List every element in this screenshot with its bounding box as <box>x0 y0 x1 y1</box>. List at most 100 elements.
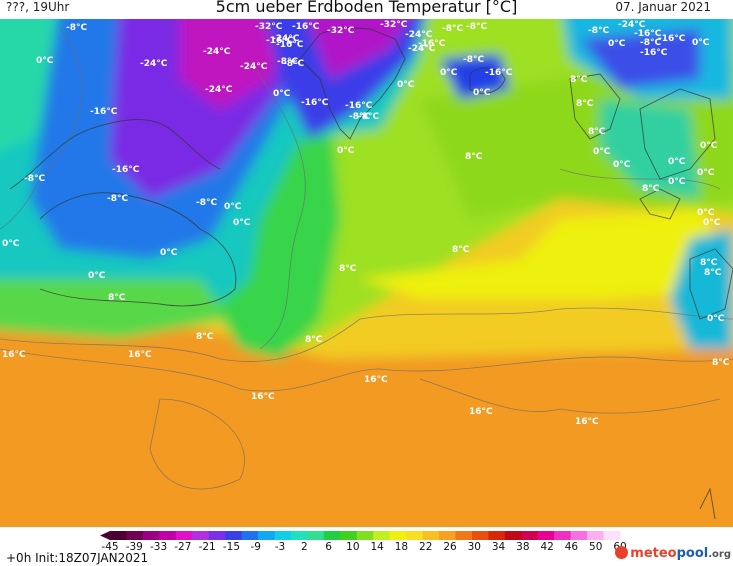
temp-label: 0°C <box>36 56 54 66</box>
temp-label: 8°C <box>712 358 730 368</box>
temp-label: -16°C <box>276 40 304 50</box>
colorbar-tick-label: -45 <box>101 541 119 553</box>
meteopool-logo[interactable]: meteopool.org <box>615 546 731 561</box>
temp-label: -8°C <box>24 174 45 184</box>
colorbar-tick-label: 50 <box>589 541 603 553</box>
temp-label: -16°C <box>418 39 446 49</box>
colorbar-cap <box>100 531 110 540</box>
colorbar-ticks: -45 -39 -33 -27 -21 -15 -9 -3 2 6 10 14 18 22 26 30 34 38… <box>100 541 630 555</box>
temp-label: -8°C <box>463 55 484 65</box>
temp-label: -24°C <box>240 62 268 72</box>
colorbar-swatch <box>225 531 243 540</box>
temp-label: 0°C <box>697 208 715 218</box>
colorbar-swatch <box>521 531 539 540</box>
temp-label: -16°C <box>266 36 294 46</box>
temp-label: 8°C <box>570 75 588 85</box>
temp-label: 0°C <box>700 141 718 151</box>
temp-label: 16°C <box>469 407 493 417</box>
colorbar-swatch <box>389 531 407 540</box>
temp-label: 0°C <box>703 218 721 228</box>
colorbar-tick-label: 10 <box>346 541 360 553</box>
temp-label: -16°C <box>640 48 668 58</box>
temp-label: 0°C <box>707 314 725 324</box>
colorbar-swatch <box>340 531 358 540</box>
colorbar-tick-label: 14 <box>370 541 384 553</box>
temp-label: -16°C <box>485 68 513 78</box>
temperature-labels: -8°C -32°C -16°C -8°C -24°C -32°C -24°C … <box>2 20 730 427</box>
temp-label: -8°C <box>349 112 370 122</box>
colorbar-swatch <box>307 531 325 540</box>
temp-label: -8°C <box>588 26 609 36</box>
colorbar-tick-label: -15 <box>222 541 240 553</box>
temp-label: 0°C <box>273 89 291 99</box>
colorbar-tick-label: -33 <box>149 541 168 553</box>
colorbar-tick-label: 46 <box>564 541 579 553</box>
colorbar-swatch <box>373 531 391 540</box>
colorbar-swatch <box>422 531 440 540</box>
colorbar-swatch <box>175 531 193 540</box>
colorbar-swatch <box>208 531 226 540</box>
temp-label: 8°C <box>588 127 606 137</box>
temp-label: -24°C <box>203 47 231 57</box>
temp-label: -16°C <box>658 34 686 44</box>
colorbar-tick-label: 42 <box>540 541 554 553</box>
colorbar-tick-label: 34 <box>491 541 506 553</box>
temp-label: -8°C <box>442 24 463 34</box>
colorbar-swatch <box>274 531 292 540</box>
temp-label: 16°C <box>364 375 388 385</box>
colorbar-tick-label: 22 <box>419 541 433 553</box>
colorbar-swatch <box>455 531 473 540</box>
colorbar-swatch <box>323 531 341 540</box>
temp-label: 0°C <box>233 218 251 228</box>
temp-label: -16°C <box>292 22 320 32</box>
temp-label: -24°C <box>205 85 233 95</box>
temp-label: 0°C <box>88 271 106 281</box>
colorbar-tick-label: -3 <box>274 541 286 553</box>
temp-label: 8°C <box>196 332 214 342</box>
colorbar-tick-label: -21 <box>198 541 216 553</box>
temp-label: 0°C <box>608 39 626 49</box>
temp-label: 8°C <box>465 152 483 162</box>
colorbar-swatch <box>258 531 276 540</box>
temp-label: -8°C <box>358 112 379 122</box>
temp-label: -32°C <box>380 20 408 30</box>
temp-label: 0°C <box>613 160 631 170</box>
colorbar-tick-label: 30 <box>467 541 481 553</box>
colorbar-swatch <box>587 531 605 540</box>
temp-label: 0°C <box>668 177 686 187</box>
colorbar-swatch <box>488 531 506 540</box>
temp-label: 8°C <box>700 258 718 268</box>
colorbar-swatch <box>471 531 489 540</box>
temp-label: 8°C <box>108 293 126 303</box>
temperature-fill <box>0 19 733 527</box>
temp-label: -24°C <box>408 44 436 54</box>
colorbar-swatch <box>192 531 210 540</box>
colorbar-swatch <box>504 531 522 540</box>
map-title: 5cm ueber Erdboden Temperatur [°C] <box>215 0 518 16</box>
temp-label: -8°C <box>277 57 298 67</box>
temp-label: 16°C <box>128 350 152 360</box>
temp-label: 8°C <box>339 264 357 274</box>
temperature-map: -8°C -32°C -16°C -8°C -24°C -32°C -24°C … <box>0 19 733 527</box>
colorbar-swatch <box>439 531 456 540</box>
temp-label: 0°C <box>397 80 415 90</box>
temp-label: -24°C <box>272 34 300 44</box>
temp-label: 8°C <box>642 184 660 194</box>
temp-label: -8°C <box>466 22 487 32</box>
logo-icon <box>615 546 629 559</box>
temp-label: -8°C <box>107 194 128 204</box>
colorbar-tick-label: 18 <box>394 541 409 553</box>
colorbar-swatch <box>290 531 308 540</box>
temp-label: -24°C <box>140 59 168 69</box>
forecast-date: 07. Januar 2021 <box>615 0 711 14</box>
temp-label: -8°C <box>196 198 217 208</box>
temp-label: -32°C <box>327 26 355 36</box>
temp-label: 0°C <box>593 147 611 157</box>
temp-label: -32°C <box>255 22 283 32</box>
colorbar-swatch <box>159 531 177 540</box>
temp-label: 8°C <box>576 99 594 109</box>
colorbar-swatch <box>241 531 259 540</box>
temp-label: 0°C <box>440 68 458 78</box>
colorbar-swatch <box>356 531 374 540</box>
temp-label: -8°C <box>66 23 87 33</box>
